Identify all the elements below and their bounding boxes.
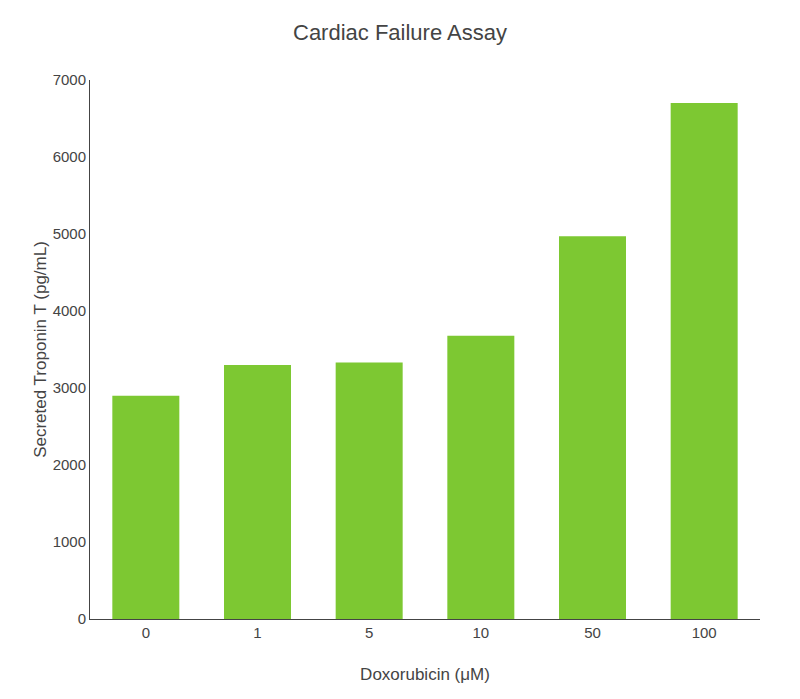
- svg-text:5: 5: [365, 624, 373, 641]
- svg-text:1: 1: [253, 624, 261, 641]
- svg-text:4000: 4000: [53, 302, 86, 319]
- svg-text:50: 50: [584, 624, 601, 641]
- svg-text:Secreted Troponin T (pg/mL): Secreted Troponin T (pg/mL): [31, 241, 50, 458]
- svg-text:10: 10: [472, 624, 489, 641]
- svg-text:2000: 2000: [53, 456, 86, 473]
- svg-text:6000: 6000: [53, 148, 86, 165]
- svg-text:Doxorubicin (μM): Doxorubicin (μM): [360, 665, 490, 684]
- svg-text:Cardiac Failure Assay: Cardiac Failure Assay: [293, 20, 507, 45]
- svg-text:1000: 1000: [53, 533, 86, 550]
- svg-text:3000: 3000: [53, 379, 86, 396]
- svg-text:5000: 5000: [53, 225, 86, 242]
- svg-text:0: 0: [78, 610, 86, 627]
- svg-text:7000: 7000: [53, 71, 86, 88]
- svg-text:100: 100: [692, 624, 717, 641]
- svg-text:0: 0: [142, 624, 150, 641]
